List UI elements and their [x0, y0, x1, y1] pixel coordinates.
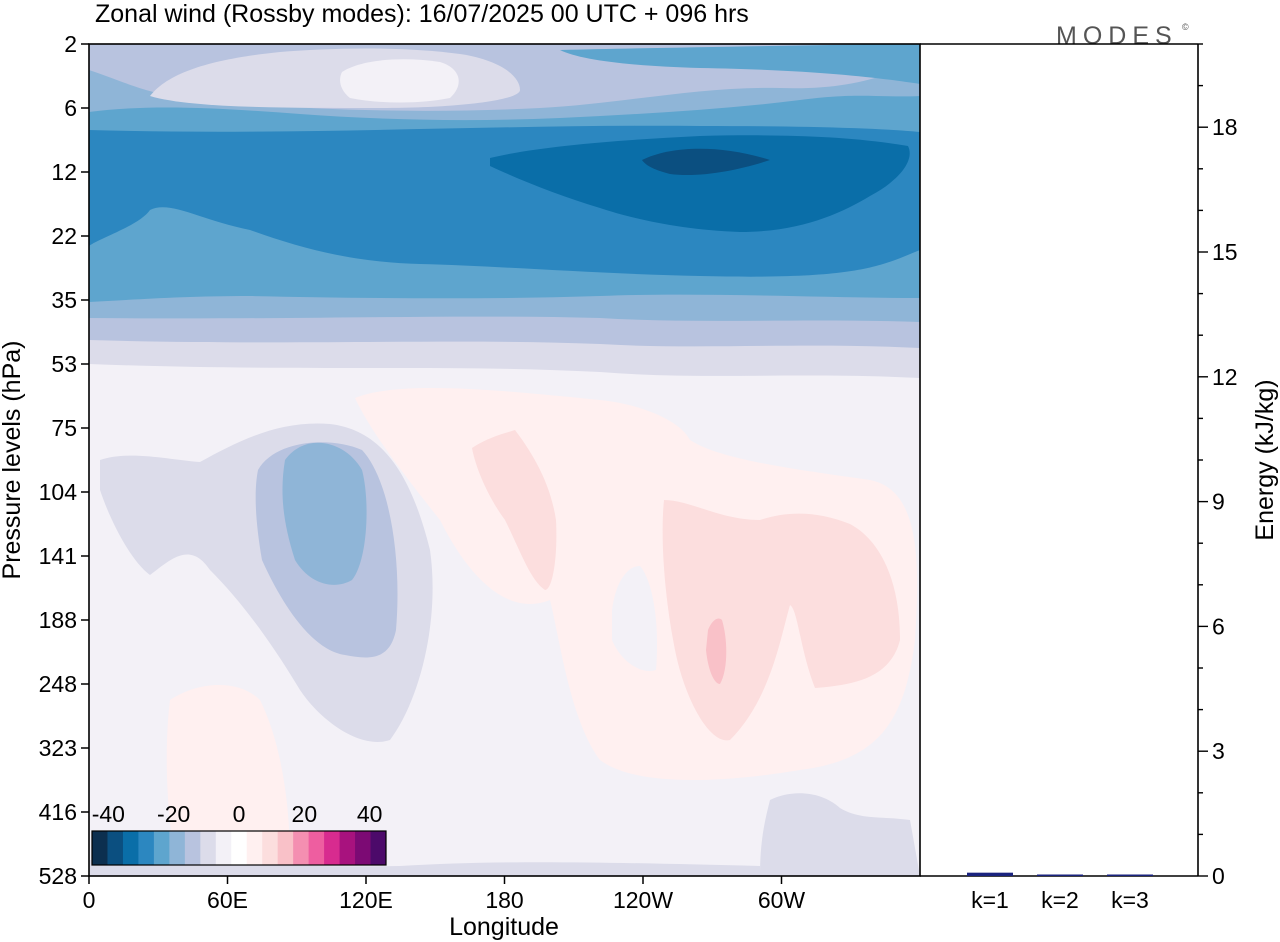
energy-tick-label: 9 — [1212, 489, 1225, 515]
east-negative-pocket — [612, 566, 658, 671]
y-tick-label: 188 — [39, 607, 77, 633]
y-tick-label: 35 — [51, 287, 77, 313]
x-tick-label: 60W — [758, 887, 806, 913]
chart-title: Zonal wind (Rossby modes): 16/07/2025 00… — [95, 0, 749, 28]
colorbar-swatch — [355, 831, 372, 865]
colorbar-tick-label: -20 — [157, 801, 190, 827]
y-tick-label: 141 — [39, 543, 77, 569]
colorbar-swatch — [122, 831, 139, 865]
upper-band-top — [340, 59, 459, 103]
colorbar-swatch — [262, 831, 279, 865]
heatmap-panel: Longitude Pressure levels (hPa) 0 60E 120E… — [0, 31, 921, 941]
energy-tick-label: 3 — [1212, 738, 1225, 764]
energy-panel: 0 3 6 9 12 15 18 k=1 k=2 k=3 Energy (kJ/kg) — [920, 43, 1279, 913]
heatmap-x-axis-label: Longitude — [449, 913, 559, 941]
energy-bar — [967, 872, 1013, 876]
energy-category-label: k=3 — [1111, 887, 1149, 913]
band-blue-3 — [490, 135, 910, 232]
west-anomaly-core — [282, 442, 367, 585]
y-tick-label: 53 — [51, 351, 77, 377]
colorbar-swatch — [339, 831, 356, 865]
east-positive-core — [706, 618, 727, 684]
y-tick-label: 104 — [39, 479, 78, 505]
colorbar-swatch — [324, 831, 341, 865]
x-tick-label: 120W — [613, 887, 673, 913]
energy-bar — [1037, 874, 1083, 876]
y-tick-label: 528 — [39, 863, 77, 889]
energy-category-label: k=1 — [971, 887, 1009, 913]
energy-bars: k=1 k=2 k=3 — [967, 872, 1153, 913]
heatmap-y-axis-label: Pressure levels (hPa) — [0, 341, 26, 580]
colorbar-tick-label: 0 — [233, 801, 246, 827]
colorbar-swatch — [107, 831, 124, 865]
colorbar-swatch — [215, 831, 232, 865]
colorbar-swatch — [370, 831, 387, 865]
colorbar-swatch — [293, 831, 310, 865]
energy-tick-label: 15 — [1212, 239, 1238, 265]
energy-bar — [1107, 874, 1153, 876]
y-tick-label: 6 — [64, 95, 77, 121]
colorbar-swatch — [308, 831, 325, 865]
colorbar-swatch — [153, 831, 170, 865]
colorbar-swatch — [138, 831, 155, 865]
upper-band-right — [560, 44, 920, 84]
modes-logo-mark: © — [1182, 22, 1189, 32]
surface-negative-pocket — [760, 793, 920, 876]
colorbar-frame — [91, 830, 387, 866]
y-tick-label: 2 — [64, 31, 77, 57]
colorbar-legend: -40 -20 0 20 40 — [91, 801, 387, 866]
colorbar-tick-label: 20 — [292, 801, 318, 827]
heatmap-x-ticks: 0 60E 120E 180 120W 60W — [83, 876, 806, 913]
x-tick-label: 60E — [207, 887, 248, 913]
x-tick-label: 180 — [485, 887, 523, 913]
energy-tick-label: 18 — [1212, 114, 1238, 140]
colorbar-swatch — [184, 831, 201, 865]
energy-tick-label: 12 — [1212, 364, 1238, 390]
south-positive-pocket — [166, 685, 290, 872]
y-tick-label: 416 — [39, 799, 77, 825]
energy-tick-label: 0 — [1212, 863, 1225, 889]
colorbar-tick-label: -40 — [92, 801, 125, 827]
energy-category-label: k=2 — [1041, 887, 1079, 913]
colorbar-swatch — [277, 831, 294, 865]
y-tick-label: 323 — [39, 735, 77, 761]
heatmap-y-ticks: 2 6 12 22 35 53 75 104 141 188 248 323 416 528 — [39, 31, 89, 889]
colorbar-swatch — [246, 831, 263, 865]
y-tick-label: 22 — [51, 223, 77, 249]
colorbar-swatch — [169, 831, 186, 865]
colorbar-swatch — [231, 831, 248, 865]
heatmap-field — [89, 44, 920, 876]
colorbar-tick-label: 40 — [357, 801, 383, 827]
energy-tick-label: 6 — [1212, 613, 1225, 639]
energy-y-axis-label: Energy (kJ/kg) — [1251, 379, 1279, 540]
x-tick-label: 0 — [83, 887, 96, 913]
surface-negative-strip — [89, 860, 760, 876]
east-positive-west — [472, 430, 557, 590]
y-tick-label: 75 — [51, 415, 77, 441]
y-tick-label: 248 — [39, 671, 77, 697]
east-positive-east — [662, 500, 900, 741]
y-tick-label: 12 — [51, 159, 77, 185]
x-tick-label: 120E — [339, 887, 393, 913]
band-blue-core — [642, 148, 770, 176]
colorbar-swatch — [200, 831, 217, 865]
modes-logo: MODES — [1056, 22, 1178, 50]
energy-y-ticks: 0 3 6 9 12 15 18 — [1198, 43, 1238, 889]
colorbar-swatch — [92, 831, 108, 865]
